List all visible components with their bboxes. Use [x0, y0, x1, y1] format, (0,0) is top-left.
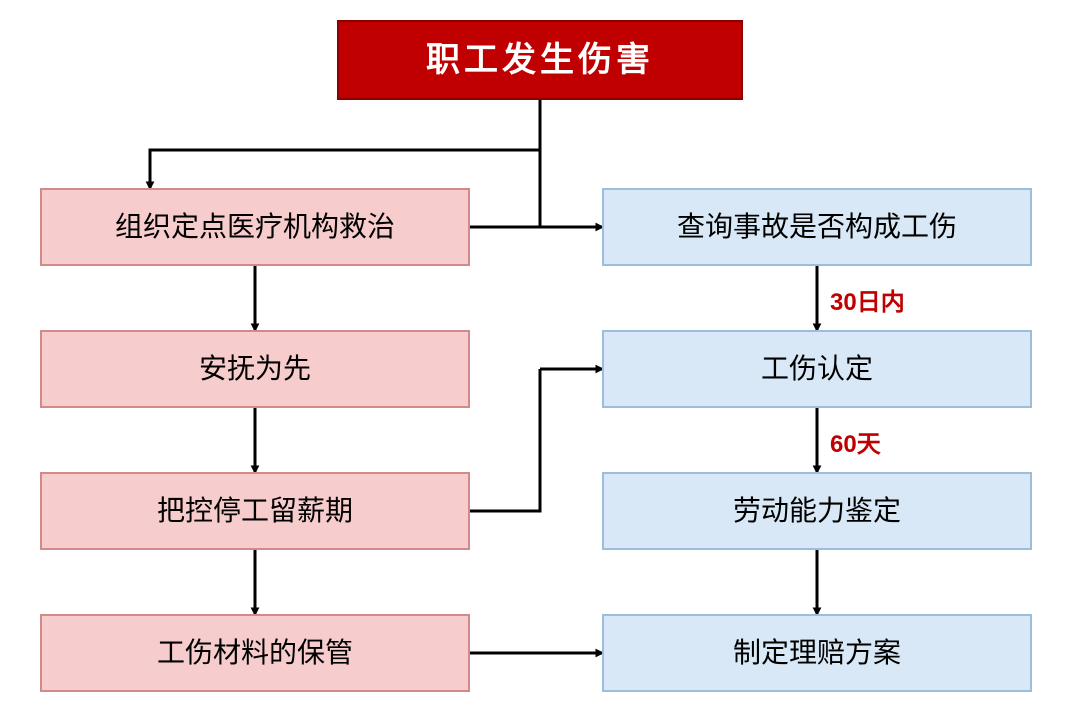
node-b1: 查询事故是否构成工伤 [602, 188, 1032, 266]
node-start: 职工发生伤害 [337, 20, 743, 100]
edge-e_p3_bus [470, 369, 540, 511]
edge-e_start_p1 [150, 100, 540, 188]
edge-label-lbl_30: 30日内 [830, 282, 905, 317]
node-p2: 安抚为先 [40, 330, 470, 408]
node-b3: 劳动能力鉴定 [602, 472, 1032, 550]
node-b2: 工伤认定 [602, 330, 1032, 408]
node-p3: 把控停工留薪期 [40, 472, 470, 550]
node-p4: 工伤材料的保管 [40, 614, 470, 692]
node-p1: 组织定点医疗机构救治 [40, 188, 470, 266]
node-b4: 制定理赔方案 [602, 614, 1032, 692]
flowchart-canvas: 职工发生伤害组织定点医疗机构救治安抚为先把控停工留薪期工伤材料的保管 查询事故是否… [0, 0, 1080, 727]
edge-label-lbl_60: 60天 [830, 424, 881, 459]
